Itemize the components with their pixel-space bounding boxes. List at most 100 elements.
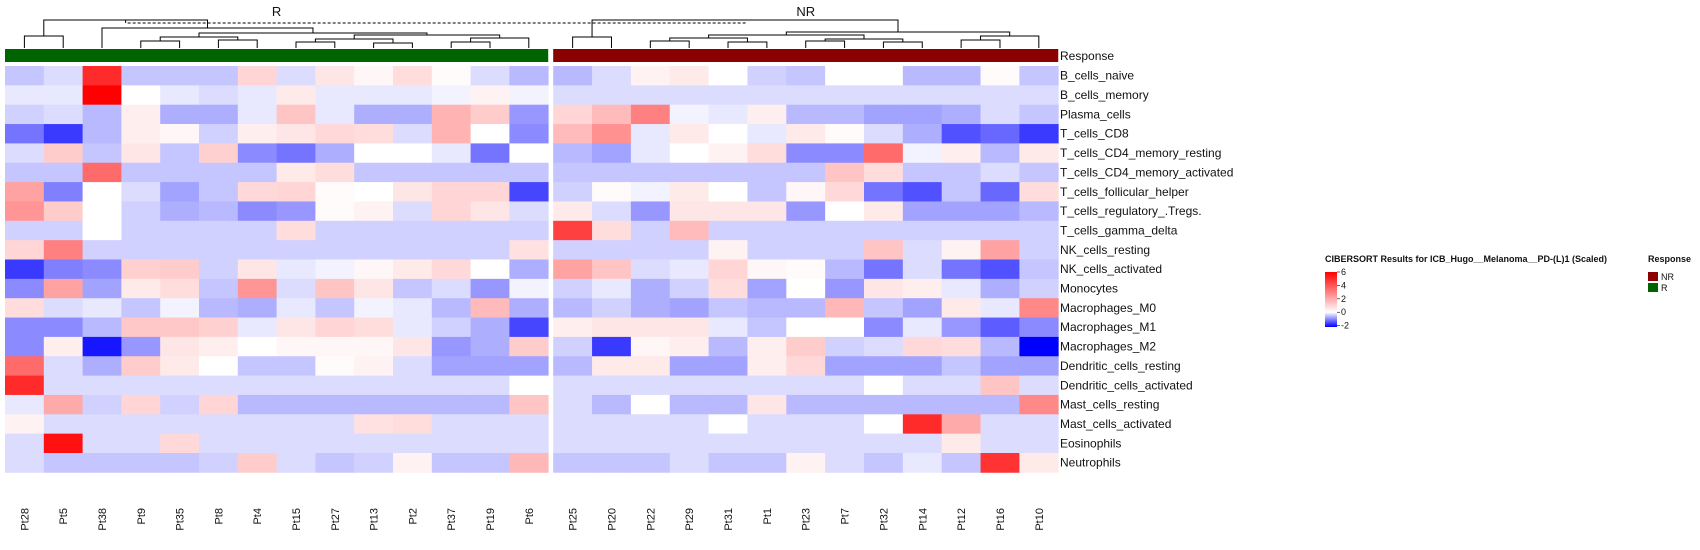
column-label: Pt28: [19, 508, 31, 531]
heatmap-cell: [82, 414, 122, 435]
heatmap-cell: [553, 182, 593, 202]
heatmap-cell: [825, 143, 865, 164]
heatmap-cell: [669, 104, 709, 125]
heatmap-cell: [276, 124, 316, 144]
heatmap-cell: [121, 259, 161, 280]
heatmap-cell: [237, 356, 277, 376]
column-label: Pt22: [645, 508, 657, 531]
heatmap-cell: [315, 104, 355, 125]
heatmap-cell: [393, 66, 433, 86]
heatmap-cell: [43, 317, 83, 338]
heatmap-cell: [393, 162, 433, 183]
heatmap-cell: [5, 259, 45, 280]
heatmap-cell: [941, 375, 981, 396]
heatmap-cell: [431, 356, 471, 376]
dendrogram-branch: [980, 35, 1040, 48]
heatmap-cell: [276, 201, 316, 222]
heatmap-cell: [354, 85, 394, 106]
heatmap-cell: [237, 104, 277, 125]
column-label: Pt5: [58, 508, 70, 525]
row-label: Mast_cells_activated: [1060, 417, 1171, 431]
heatmap-cell: [160, 201, 200, 222]
heatmap-cell: [941, 394, 981, 415]
heatmap-cell: [431, 143, 471, 164]
dendrogram-branch: [805, 40, 846, 48]
heatmap-cell: [121, 278, 161, 299]
dendrogram-branch: [217, 39, 258, 48]
heatmap-cell: [470, 143, 510, 164]
heatmap-cell: [315, 278, 355, 299]
heatmap-cell: [470, 201, 510, 222]
heatmap-cell: [431, 162, 471, 183]
dendrogram-branch: [295, 41, 336, 48]
heatmap-cell: [354, 259, 394, 280]
heatmap-cell: [431, 394, 471, 415]
heatmap-cell: [354, 336, 394, 357]
heatmap-cell: [786, 182, 826, 202]
heatmap-cell: [160, 240, 200, 260]
heatmap-cell: [864, 143, 904, 164]
heatmap-cell: [199, 414, 239, 435]
heatmap-cell: [509, 453, 549, 473]
heatmap-cell: [553, 66, 593, 86]
heatmap-cell: [708, 143, 748, 164]
column-label: Pt10: [1034, 508, 1046, 531]
heatmap-cell: [509, 143, 549, 164]
heatmap-cell: [669, 259, 709, 280]
heatmap-cell: [470, 317, 510, 338]
heatmap-cell: [708, 336, 748, 357]
heatmap-cell: [121, 453, 161, 473]
heatmap-cell: [470, 162, 510, 183]
heatmap-cell: [509, 433, 549, 454]
heatmap-cell: [43, 375, 83, 396]
heatmap-cell: [902, 298, 943, 318]
heatmap-cell: [1019, 104, 1059, 125]
heatmap-cell: [825, 433, 865, 454]
heatmap-cell: [864, 298, 904, 318]
heatmap-cell: [5, 162, 45, 183]
column-label: Pt9: [136, 508, 148, 525]
heatmap-cell: [160, 375, 200, 396]
heatmap-cell: [354, 394, 394, 415]
heatmap-cell: [708, 433, 748, 454]
heatmap-cell: [941, 336, 981, 357]
heatmap-cell: [902, 143, 943, 164]
heatmap-cell: [121, 336, 161, 357]
heatmap-cell: [276, 240, 316, 260]
heatmap-cell: [553, 240, 593, 260]
heatmap-cell: [708, 259, 748, 280]
heatmap-cell: [864, 182, 904, 202]
heatmap-cell: [786, 414, 826, 435]
heatmap-cell: [1019, 162, 1059, 183]
heatmap-cell: [708, 162, 748, 183]
heatmap-cell: [237, 124, 277, 144]
heatmap-cell: [43, 433, 83, 454]
heatmap-cell: [470, 240, 510, 260]
heatmap-cell: [708, 278, 748, 299]
heatmap-cell: [354, 220, 394, 241]
heatmap-cell: [199, 433, 239, 454]
heatmap-cell: [237, 298, 277, 318]
heatmap-cell: [121, 201, 161, 222]
heatmap-cell: [82, 240, 122, 260]
heatmap-cell: [980, 298, 1020, 318]
heatmap-cells: [5, 66, 1059, 473]
heatmap-cell: [470, 259, 510, 280]
heatmap-cell: [199, 336, 239, 357]
heatmap-cell: [276, 259, 316, 280]
heatmap-cell: [1019, 375, 1059, 396]
heatmap-cell: [630, 66, 671, 86]
heatmap-cell: [199, 298, 239, 318]
heatmap-cell: [902, 124, 943, 144]
heatmap-cell: [825, 85, 865, 106]
heatmap-cell: [864, 104, 904, 125]
heatmap-cell: [708, 414, 748, 435]
heatmap-cell: [786, 375, 826, 396]
heatmap-cell: [160, 259, 200, 280]
heatmap-cell: [199, 356, 239, 376]
heatmap-cell: [160, 85, 200, 106]
heatmap-cell: [315, 259, 355, 280]
heatmap-cell: [509, 182, 549, 202]
heatmap-cell: [393, 356, 433, 376]
row-label: T_cells_gamma_delta: [1060, 223, 1178, 237]
